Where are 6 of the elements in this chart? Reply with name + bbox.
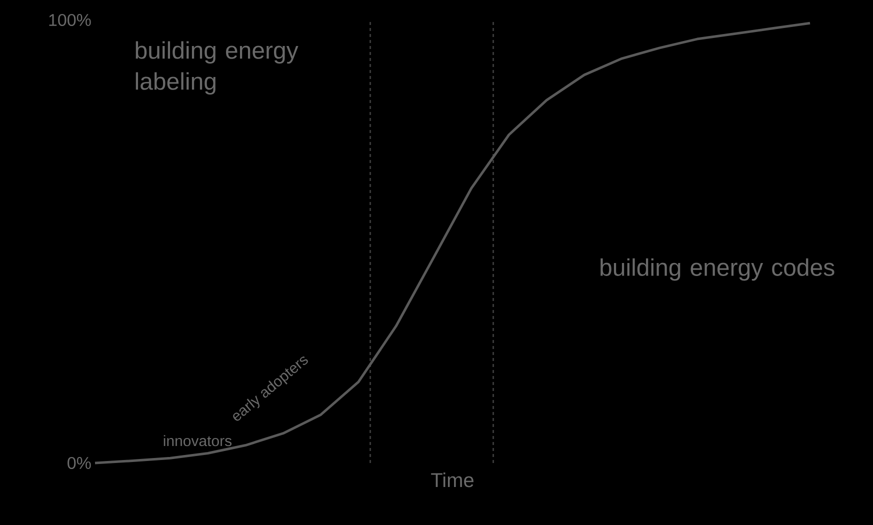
annotation: innovators (164, 435, 232, 446)
annotation: building energy codes (600, 258, 834, 281)
annotation: building energy labeling (136, 41, 298, 95)
y-tick-label: 100% (49, 14, 91, 26)
y-tick-label: 0% (68, 456, 91, 470)
x-axis-title: Time (431, 472, 474, 488)
